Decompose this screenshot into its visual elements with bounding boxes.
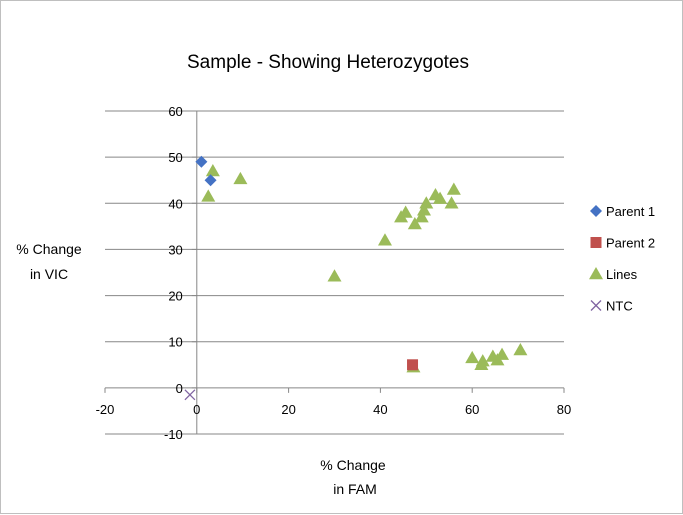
data-point xyxy=(407,359,419,371)
data-point xyxy=(327,269,342,282)
y-tick-label: -10 xyxy=(164,427,183,442)
data-point xyxy=(513,343,528,356)
data-point xyxy=(465,350,480,364)
data-point xyxy=(407,217,422,230)
legend-marker xyxy=(590,300,602,311)
data-point xyxy=(417,203,432,216)
x-tick-label: -20 xyxy=(96,402,115,417)
legend-label: NTC xyxy=(606,299,633,314)
data-point xyxy=(398,205,413,218)
legend-label: Parent 1 xyxy=(606,204,655,219)
legend-label: Parent 2 xyxy=(606,236,655,251)
data-point xyxy=(184,389,196,401)
legend-item: Parent 1 xyxy=(590,204,655,219)
data-point xyxy=(195,155,208,168)
axes xyxy=(104,110,565,435)
legend-item: Lines xyxy=(589,267,638,282)
y-tick-label: 40 xyxy=(168,196,182,211)
x-axis-title-line-2: in FAM xyxy=(333,481,377,497)
data-point xyxy=(205,163,220,177)
series-ntc xyxy=(184,389,196,401)
x-axis-title-line-1: % Change xyxy=(320,457,386,473)
data-point xyxy=(433,191,448,204)
series-parent-2 xyxy=(407,359,419,371)
x-tick-label: 40 xyxy=(373,402,387,417)
chart-title: Sample - Showing Heterozygotes xyxy=(187,52,469,73)
y-axis-title-line-1: % Change xyxy=(16,241,82,257)
legend-item: Parent 2 xyxy=(590,236,655,251)
y-tick-label: 30 xyxy=(168,242,182,257)
y-tick-label: 60 xyxy=(168,104,182,119)
legend: Parent 1 Parent 2 Lines NTC xyxy=(589,204,655,314)
data-point xyxy=(419,196,434,209)
y-axis-title: % Change in VIC xyxy=(16,241,82,282)
data-point xyxy=(233,171,248,185)
x-axis-title: % Change in FAM xyxy=(320,457,386,497)
data-point xyxy=(204,174,217,187)
y-tick-label: 20 xyxy=(168,289,182,304)
x-tick-label: 80 xyxy=(557,402,571,417)
y-tick-label: 0 xyxy=(176,381,183,396)
data-point xyxy=(377,233,392,246)
data-point xyxy=(475,354,490,367)
legend-item: NTC xyxy=(590,299,633,314)
data-point xyxy=(201,189,216,202)
data-point xyxy=(414,210,429,223)
x-tick-label: 60 xyxy=(465,402,479,417)
series-parent-1 xyxy=(195,155,217,187)
tick-labels: -10 0 10 20 30 40 50 60 -20 0 20 40 60 80 xyxy=(96,104,572,442)
data-point xyxy=(495,347,510,360)
legend-marker xyxy=(590,205,602,217)
legend-marker xyxy=(590,237,602,248)
series-lines xyxy=(201,163,528,373)
gridlines xyxy=(105,110,564,435)
y-tick-label: 50 xyxy=(168,150,182,165)
legend-marker xyxy=(589,267,603,280)
data-point xyxy=(446,182,461,195)
x-tick-label: 20 xyxy=(281,402,295,417)
legend-label: Lines xyxy=(606,267,638,282)
data-points xyxy=(184,155,528,401)
y-axis-title-line-2: in VIC xyxy=(30,266,68,282)
y-tick-label: 10 xyxy=(168,335,182,350)
data-point xyxy=(444,196,459,209)
x-tick-label: 0 xyxy=(193,402,200,417)
